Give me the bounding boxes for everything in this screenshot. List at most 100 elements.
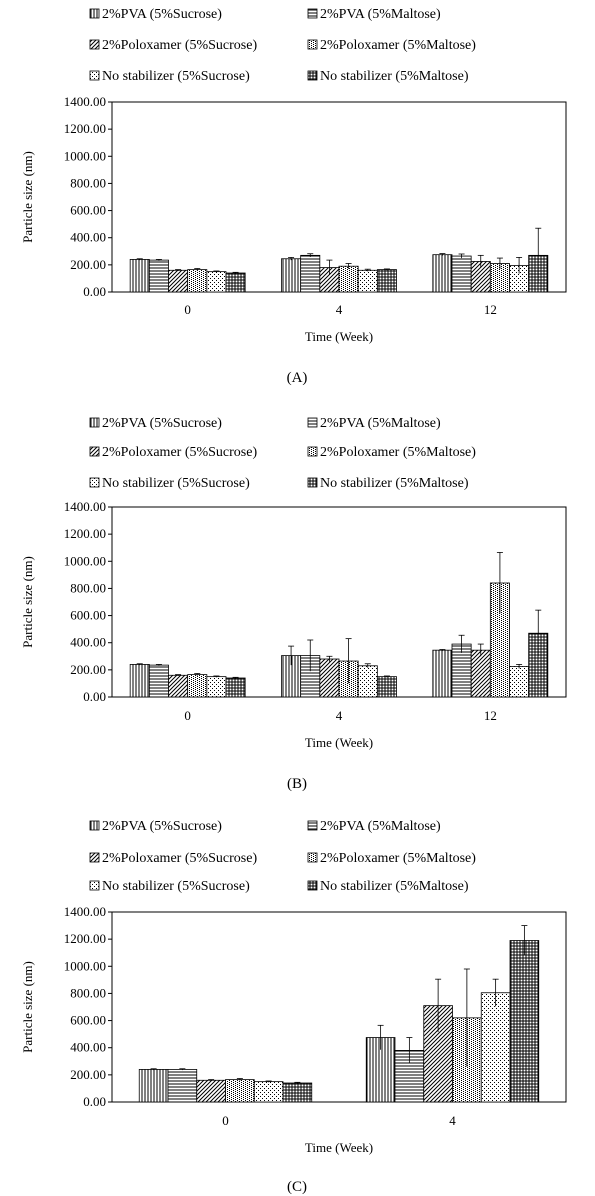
bar [129, 664, 150, 698]
bar [187, 674, 208, 698]
bar [167, 1069, 198, 1103]
bar [196, 1079, 226, 1103]
x-axis-title: Time (Week) [305, 1140, 373, 1155]
bar [187, 269, 208, 293]
bar [225, 1079, 255, 1103]
legend-swatch [89, 70, 100, 81]
panel-label: (C) [287, 1179, 307, 1195]
legend-label: No stabilizer (5%Sucrose) [102, 879, 250, 894]
legend-swatch [307, 8, 318, 19]
y-axis-title: Particle size (nm) [20, 151, 35, 243]
y-tick-label: 400.00 [70, 1040, 106, 1055]
legend-swatch [89, 8, 100, 19]
y-tick-label: 600.00 [70, 203, 106, 218]
x-tick-label: 4 [336, 302, 343, 317]
legend-label: No stabilizer (5%Maltose) [320, 879, 469, 894]
y-tick-label: 200.00 [70, 1067, 106, 1082]
x-tick-label: 4 [449, 1113, 456, 1128]
legend-label: 2%Poloxamer (5%Sucrose) [102, 38, 257, 53]
bar [281, 258, 302, 293]
bar [338, 265, 359, 293]
x-tick-label: 0 [222, 1113, 229, 1128]
legend-label: 2%Poloxamer (5%Maltose) [320, 38, 476, 53]
bar [480, 992, 511, 1103]
legend-label: 2%PVA (5%Sucrose) [102, 819, 222, 834]
legend-swatch [89, 417, 100, 428]
bar [206, 271, 227, 293]
bar [451, 255, 472, 293]
y-tick-label: 0.00 [83, 1094, 106, 1109]
legend-label: 2%PVA (5%Sucrose) [102, 416, 222, 431]
y-tick-label: 400.00 [70, 635, 106, 650]
bar [300, 254, 321, 293]
legend-label: 2%Poloxamer (5%Sucrose) [102, 445, 257, 460]
legend-swatch [307, 70, 318, 81]
chart-panel-1: 2%PVA (5%Sucrose) 2%PVA (5%Maltose) 2%Polo… [20, 416, 567, 792]
legend: 2%PVA (5%Sucrose) 2%PVA (5%Maltose) 2%Polo… [89, 416, 476, 491]
y-tick-label: 1400.00 [64, 94, 106, 109]
legend-swatch [89, 852, 100, 863]
legend-label: 2%PVA (5%Maltose) [320, 819, 441, 834]
legend-swatch [307, 417, 318, 428]
panel-label: (B) [287, 776, 307, 792]
y-tick-label: 1000.00 [64, 958, 106, 973]
bar [376, 269, 397, 293]
y-tick-label: 600.00 [70, 1013, 106, 1028]
x-tick-label: 12 [484, 708, 497, 723]
legend-label: 2%Poloxamer (5%Maltose) [320, 445, 476, 460]
y-tick-label: 800.00 [70, 985, 106, 1000]
y-tick-label: 0.00 [83, 284, 106, 299]
y-tick-label: 800.00 [70, 580, 106, 595]
plot-area [111, 911, 567, 1103]
y-tick-label: 0.00 [83, 689, 106, 704]
bar [509, 666, 530, 698]
y-tick-label: 1200.00 [64, 526, 106, 541]
bar [357, 269, 378, 293]
y-tick-label: 1400.00 [64, 499, 106, 514]
legend-swatch [307, 820, 318, 831]
y-tick-label: 1400.00 [64, 904, 106, 919]
legend-label: No stabilizer (5%Sucrose) [102, 476, 250, 491]
bar [138, 1069, 169, 1103]
y-tick-label: 1200.00 [64, 931, 106, 946]
legend-swatch [307, 852, 318, 863]
bar [148, 259, 169, 293]
bar [319, 658, 340, 698]
legend-label: No stabilizer (5%Maltose) [320, 476, 469, 491]
legend-label: No stabilizer (5%Sucrose) [102, 69, 250, 84]
legend: 2%PVA (5%Sucrose) 2%PVA (5%Maltose) 2%Polo… [89, 7, 476, 84]
x-tick-label: 12 [484, 302, 497, 317]
bar [253, 1081, 284, 1103]
legend-swatch [89, 820, 100, 831]
y-tick-label: 1000.00 [64, 553, 106, 568]
legend: 2%PVA (5%Sucrose) 2%PVA (5%Maltose) 2%Polo… [89, 819, 476, 894]
legend-label: 2%PVA (5%Sucrose) [102, 7, 222, 22]
y-tick-label: 400.00 [70, 230, 106, 245]
y-axis-title: Particle size (nm) [20, 961, 35, 1053]
bar [509, 940, 540, 1103]
y-tick-label: 600.00 [70, 608, 106, 623]
legend-label: 2%Poloxamer (5%Maltose) [320, 851, 476, 866]
legend-label: 2%PVA (5%Maltose) [320, 416, 441, 431]
x-tick-label: 0 [184, 302, 191, 317]
bar [432, 649, 453, 698]
legend-swatch [307, 477, 318, 488]
y-tick-label: 1200.00 [64, 121, 106, 136]
bar [168, 674, 189, 698]
legend-swatch [307, 880, 318, 891]
bar [225, 272, 246, 293]
y-tick-label: 200.00 [70, 257, 106, 272]
bar [357, 665, 378, 698]
x-tick-label: 0 [184, 708, 191, 723]
x-tick-label: 4 [336, 708, 343, 723]
bar [206, 676, 227, 698]
legend-label: 2%Poloxamer (5%Sucrose) [102, 851, 257, 866]
bar [376, 676, 397, 698]
bar [148, 664, 169, 698]
legend-swatch [307, 39, 318, 50]
bar [282, 1082, 313, 1103]
x-axis-title: Time (Week) [305, 735, 373, 750]
legend-swatch [89, 477, 100, 488]
y-axis-title: Particle size (nm) [20, 556, 35, 648]
